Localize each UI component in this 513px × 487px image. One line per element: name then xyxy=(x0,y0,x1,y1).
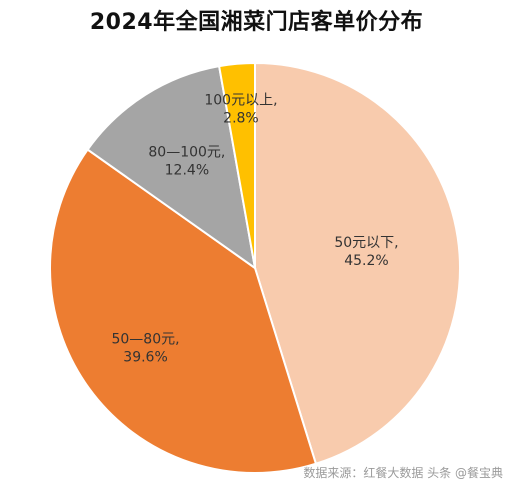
slice-category-0: 50元以下, xyxy=(334,235,398,251)
slice-percent-2: 12.4% xyxy=(165,163,209,179)
slice-label-3: 100元以上, 2.8% xyxy=(204,93,277,127)
slice-category-2: 80—100元, xyxy=(148,145,225,161)
pie-slice-3 xyxy=(217,61,256,269)
pie-slice-1 xyxy=(49,148,318,474)
slice-label-0: 50元以下, 45.2% xyxy=(334,235,398,269)
slice-category-3: 100元以上, xyxy=(204,93,277,109)
slice-percent-0: 45.2% xyxy=(344,253,388,269)
source-note: 数据来源：红餐大数据 头条 @餐宝典 xyxy=(303,466,503,480)
pie-slice-2 xyxy=(86,65,257,271)
slice-percent-1: 39.6% xyxy=(123,350,167,366)
slice-percent-3: 2.8% xyxy=(223,111,259,127)
pie-slice-0 xyxy=(254,61,461,466)
pie-slices xyxy=(49,61,461,474)
slice-category-1: 50—80元, xyxy=(111,332,179,348)
pie-labels: 50元以下, 45.2% 50—80元, 39.6% 80—100元, 12.4% 100元… xyxy=(111,93,398,366)
chart-title: 2024年全国湘菜门店客单价分布 xyxy=(89,10,424,35)
slice-label-1: 50—80元, 39.6% xyxy=(111,332,179,366)
slice-label-2: 80—100元, 12.4% xyxy=(148,145,225,179)
